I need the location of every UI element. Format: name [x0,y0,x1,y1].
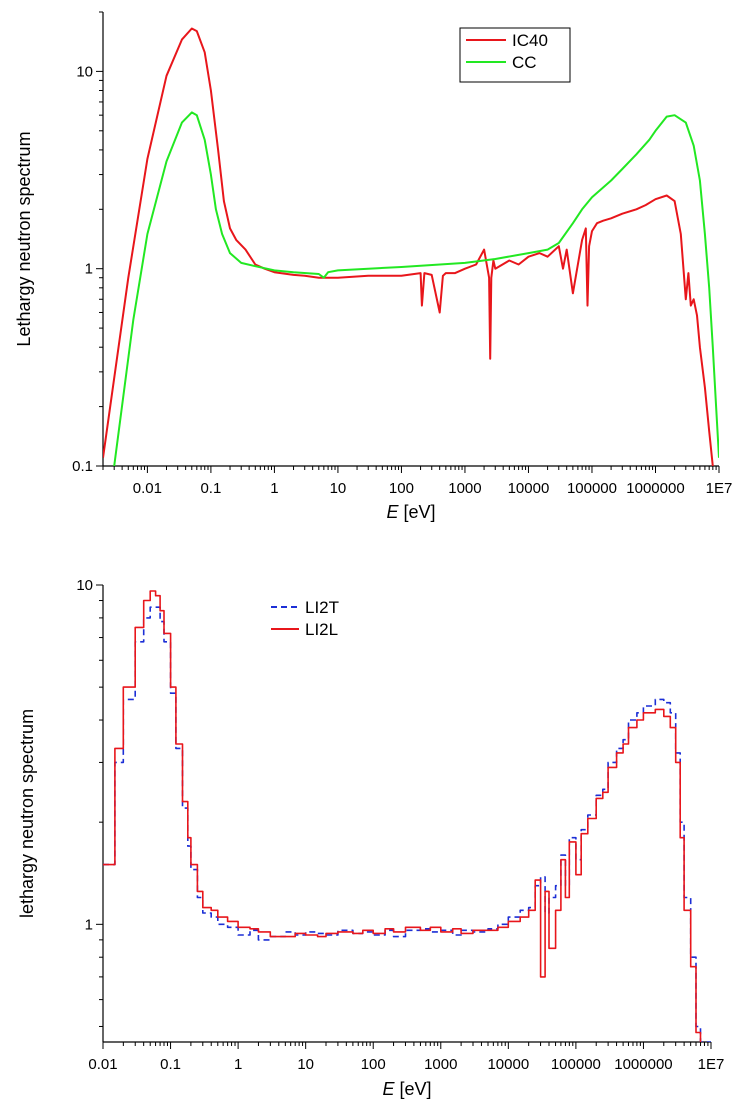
series-line-li2l [103,590,702,1042]
series-line-ic40 [103,27,714,466]
legend-label: CC [512,53,537,72]
y-tick-label: 1 [85,916,93,933]
x-tick-label: 0.01 [88,1056,117,1073]
x-tick-label: 1000000 [626,480,684,497]
x-tick-label: 1000000 [614,1056,672,1073]
x-tick-label: 1 [270,480,278,497]
x-tick-label: 0.1 [160,1056,181,1073]
top-lethargy-spectrum-chart: 0.01 0.1 1 10 100 1000 10000 100000 1000000 1E7 0.… [14,11,733,522]
x-tick-label: 1000 [448,480,481,497]
x-tick-label: 10 [330,480,347,497]
y-tick-label: 10 [76,577,93,594]
x-tick-label: 0.1 [200,480,221,497]
y-tick-label: 10 [76,63,93,80]
bottom-lethargy-spectrum-chart: 0.01 0.1 1 10 100 1000 10000 100000 1000000 1E7 1 1… [17,577,724,1099]
x-tick-label: 1E7 [698,1056,725,1073]
legend-label: LI2L [305,620,338,639]
series-line-cc [113,111,719,466]
x-tick-label: 100000 [567,480,617,497]
x-tick-label: 10000 [487,1056,529,1073]
x-axis-label: E [eV] [382,1079,431,1099]
x-tick-label: 1E7 [706,480,733,497]
x-tick-label: 10 [297,1056,314,1073]
x-tick-label: 1000 [424,1056,457,1073]
x-tick-label: 10000 [508,480,550,497]
x-tick-label: 100 [389,480,414,497]
legend-label: LI2T [305,598,339,617]
x-tick-label: 100 [361,1056,386,1073]
series-line-li2t [103,606,711,1042]
y-tick-label: 1 [85,261,93,278]
x-tick-label: 100000 [551,1056,601,1073]
legend: IC40 CC [459,27,571,83]
x-tick-label: 1 [234,1056,242,1073]
y-axis-label: Lethargy neutron spectrum [14,131,34,346]
legend: LI2T LI2L [271,598,339,639]
y-axis-label: lethargy neutron spectrum [17,709,37,918]
x-axis-label: E [eV] [386,502,435,522]
y-tick-label: 0.1 [72,458,93,475]
legend-label: IC40 [512,31,548,50]
x-tick-label: 0.01 [133,480,162,497]
legend-frame [459,27,571,83]
